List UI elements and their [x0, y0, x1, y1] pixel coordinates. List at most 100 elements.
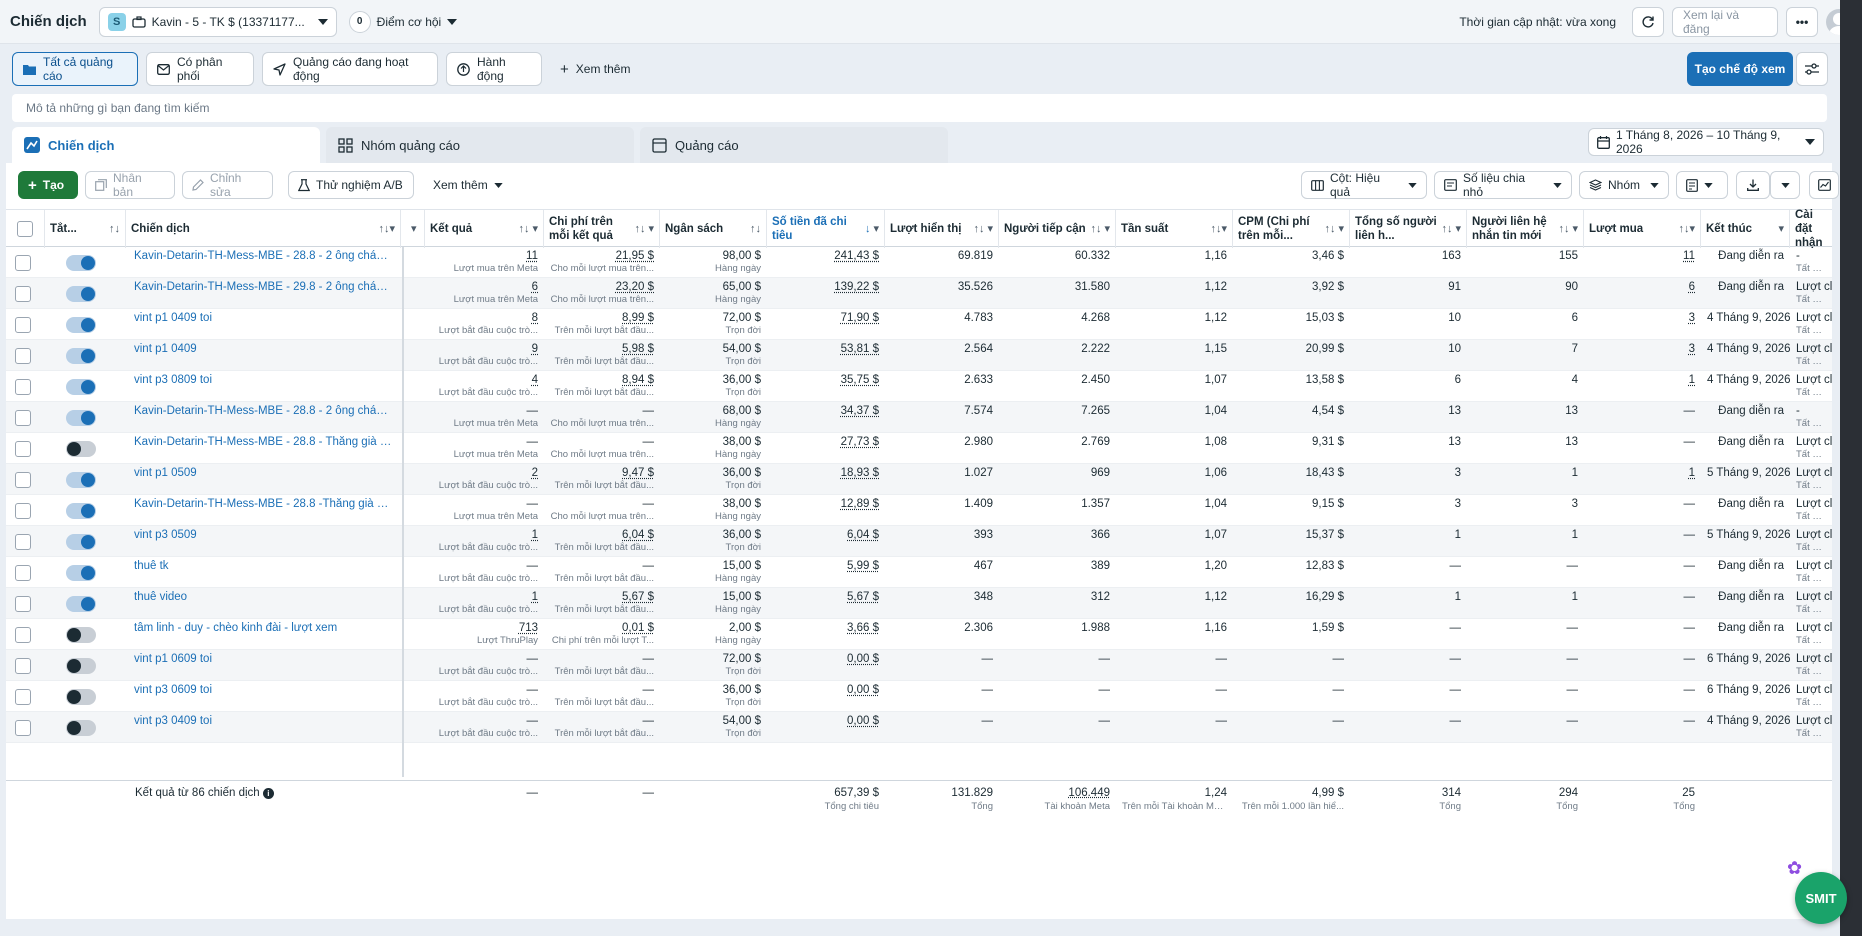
cell-value[interactable]: 241,43 $ — [834, 250, 879, 262]
table-row[interactable]: vint p3 0409 toi — Lượt bắt đầu cuộc trò..… — [6, 712, 1832, 743]
filter-active-ads[interactable]: Quảng cáo đang hoạt động — [262, 52, 438, 86]
cell-value[interactable]: 6,04 $ — [847, 529, 879, 541]
campaign-toggle[interactable] — [66, 286, 96, 302]
group-button[interactable]: Nhóm — [1579, 171, 1669, 199]
more-button[interactable]: Xem thêm — [424, 171, 514, 199]
cell-value[interactable]: 35,75 $ — [840, 374, 879, 386]
cell-value[interactable]: 9,47 $ — [622, 467, 654, 479]
row-checkbox[interactable] — [15, 317, 31, 333]
cell-value[interactable]: 11 — [1683, 250, 1695, 262]
campaign-toggle[interactable] — [66, 379, 96, 395]
campaign-toggle[interactable] — [66, 317, 96, 333]
campaign-name-link[interactable]: thuê tk — [134, 560, 169, 572]
cell-value[interactable]: 5,67 $ — [847, 591, 879, 603]
campaign-name-link[interactable]: thuê video — [134, 591, 188, 603]
cell-value[interactable]: 2 — [531, 467, 538, 479]
cell-value[interactable]: 6 — [531, 281, 538, 293]
edit-button[interactable]: Chỉnh sửa — [182, 171, 273, 199]
campaign-name-link[interactable]: Kavin-Detarin-TH-Mess-MBE - 28.8 - Thăng… — [134, 436, 394, 448]
campaign-name-link[interactable]: vint p3 0809 toi — [134, 374, 213, 386]
refresh-button[interactable] — [1632, 6, 1664, 37]
cell-value[interactable]: 8,94 $ — [622, 374, 654, 386]
col-cpm[interactable]: CPM (Chi phí trên mỗi... ↑↓ ▾ — [1233, 210, 1350, 248]
table-row[interactable]: vint p3 0509 1 Lượt bắt đầu cuộc trò... 6,0… — [6, 526, 1832, 557]
cell-value[interactable]: 34,37 $ — [840, 405, 879, 417]
col-purchases[interactable]: Lượt mua ↑↓ ▾ — [1584, 210, 1701, 248]
cell-value[interactable]: 3 — [1688, 343, 1695, 355]
cell-value[interactable]: 1 — [531, 529, 538, 541]
campaign-name-link[interactable]: vint p1 0409 — [134, 343, 197, 355]
cell-value[interactable]: 3 — [1688, 312, 1695, 324]
cell-value[interactable]: 5,98 $ — [622, 343, 654, 355]
cell-value[interactable]: 12,89 $ — [840, 498, 879, 510]
table-row[interactable]: Kavin-Detarin-TH-Mess-MBE - 29.8 - 2 ông… — [6, 278, 1832, 309]
breakdown-button[interactable]: Số liệu chia nhỏ — [1434, 171, 1572, 199]
campaign-toggle[interactable] — [66, 255, 96, 271]
campaign-toggle[interactable] — [66, 596, 96, 612]
create-button[interactable]: + Tạo — [18, 171, 78, 199]
campaign-name-link[interactable]: vint p1 0509 — [134, 467, 197, 479]
chat-widget-button[interactable]: SMIT — [1795, 872, 1847, 924]
filter-actions[interactable]: Hành động — [446, 52, 542, 86]
campaign-toggle[interactable] — [66, 689, 96, 705]
table-row[interactable]: vint p3 0809 toi 4 Lượt bắt đầu cuộc trò..… — [6, 371, 1832, 402]
campaign-name-link[interactable]: vint p1 0409 toi — [134, 312, 213, 324]
table-row[interactable]: vint p1 0609 toi — Lượt bắt đầu cuộc trò..… — [6, 650, 1832, 681]
cell-value[interactable]: 8,99 $ — [622, 312, 654, 324]
tab-ads[interactable]: Quảng cáo — [640, 127, 948, 163]
campaign-name-link[interactable]: tâm linh - duy - chèo kinh đài - lượt xe… — [134, 622, 338, 634]
col-attribution[interactable]: Cài đặt nhận — [1790, 209, 1832, 249]
campaign-name-link[interactable]: Kavin-Detarin-TH-Mess-MBE - 28.8 - 2 ông… — [134, 405, 396, 417]
cell-value[interactable]: 6,04 $ — [622, 529, 654, 541]
row-checkbox[interactable] — [15, 503, 31, 519]
campaign-toggle[interactable] — [66, 565, 96, 581]
cell-value[interactable]: 1 — [1688, 467, 1695, 479]
campaign-name-link[interactable]: vint p1 0609 toi — [134, 653, 213, 665]
filter-see-more[interactable]: + Xem thêm — [550, 52, 640, 86]
review-publish-button[interactable]: Xem lại và đăng — [1672, 6, 1778, 37]
row-checkbox[interactable] — [15, 348, 31, 364]
col-new-contacts[interactable]: Người liên hệ nhắn tin mới ↑↓ ▾ — [1467, 210, 1584, 248]
more-options-button[interactable]: ••• — [1786, 6, 1818, 37]
cell-value[interactable]: 23,20 $ — [615, 281, 654, 293]
select-all-checkbox[interactable] — [17, 221, 33, 237]
row-checkbox[interactable] — [15, 596, 31, 612]
table-row[interactable]: vint p3 0609 toi — Lượt bắt đầu cuộc trò..… — [6, 681, 1832, 712]
table-row[interactable]: Kavin-Detarin-TH-Mess-MBE - 28.8 - Thăng… — [6, 433, 1832, 464]
cell-value[interactable]: 0,00 $ — [847, 715, 879, 727]
row-checkbox[interactable] — [15, 565, 31, 581]
col-status[interactable]: Tắt... ↑↓ — [45, 210, 126, 248]
campaign-toggle[interactable] — [66, 441, 96, 457]
col-amount-spent[interactable]: Số tiền đã chi tiêu ↓ ▾ — [767, 210, 885, 248]
table-row[interactable]: tâm linh - duy - chèo kinh đài - lượt xe… — [6, 619, 1832, 650]
campaign-name-link[interactable]: vint p3 0509 — [134, 529, 197, 541]
row-checkbox[interactable] — [15, 255, 31, 271]
cell-value[interactable]: 0,00 $ — [847, 653, 879, 665]
chart-toggle-button[interactable] — [1809, 171, 1839, 199]
totals-reach-value[interactable]: 106.449 — [1068, 787, 1110, 799]
cell-value[interactable]: 3,66 $ — [847, 622, 879, 634]
reports-button[interactable] — [1676, 171, 1728, 199]
col-resize-handle[interactable]: ▾ — [403, 210, 425, 248]
campaign-name-link[interactable]: Kavin-Detarin-TH-Mess-MBE - 28.8 - 2 ông… — [134, 250, 396, 262]
col-results[interactable]: Kết quả ↑↓ ▾ — [425, 210, 544, 248]
row-checkbox[interactable] — [15, 441, 31, 457]
cell-value[interactable]: 1 — [1688, 374, 1695, 386]
row-checkbox[interactable] — [15, 472, 31, 488]
export-button[interactable] — [1736, 171, 1770, 199]
tab-campaigns[interactable]: Chiến dịch — [12, 127, 320, 163]
campaign-name-link[interactable]: vint p3 0409 toi — [134, 715, 213, 727]
columns-button[interactable]: Cột: Hiệu quả — [1301, 171, 1427, 199]
campaign-toggle[interactable] — [66, 720, 96, 736]
search-input[interactable] — [26, 101, 1813, 115]
account-selector[interactable]: S Kavin - 5 - TK $ (13371177... — [98, 6, 337, 37]
col-end[interactable]: Kết thúc ▾ — [1701, 210, 1790, 248]
ab-test-button[interactable]: Thử nghiệm A/B — [288, 171, 414, 199]
row-checkbox[interactable] — [15, 627, 31, 643]
filter-all-ads[interactable]: Tất cả quảng cáo — [12, 52, 138, 86]
export-menu-button[interactable] — [1770, 171, 1800, 199]
col-total-contacts[interactable]: Tổng số người liên h... ↑↓ ▾ — [1350, 210, 1467, 248]
cell-value[interactable]: 5,67 $ — [622, 591, 654, 603]
tab-adsets[interactable]: Nhóm quảng cáo — [326, 127, 634, 163]
row-checkbox[interactable] — [15, 720, 31, 736]
